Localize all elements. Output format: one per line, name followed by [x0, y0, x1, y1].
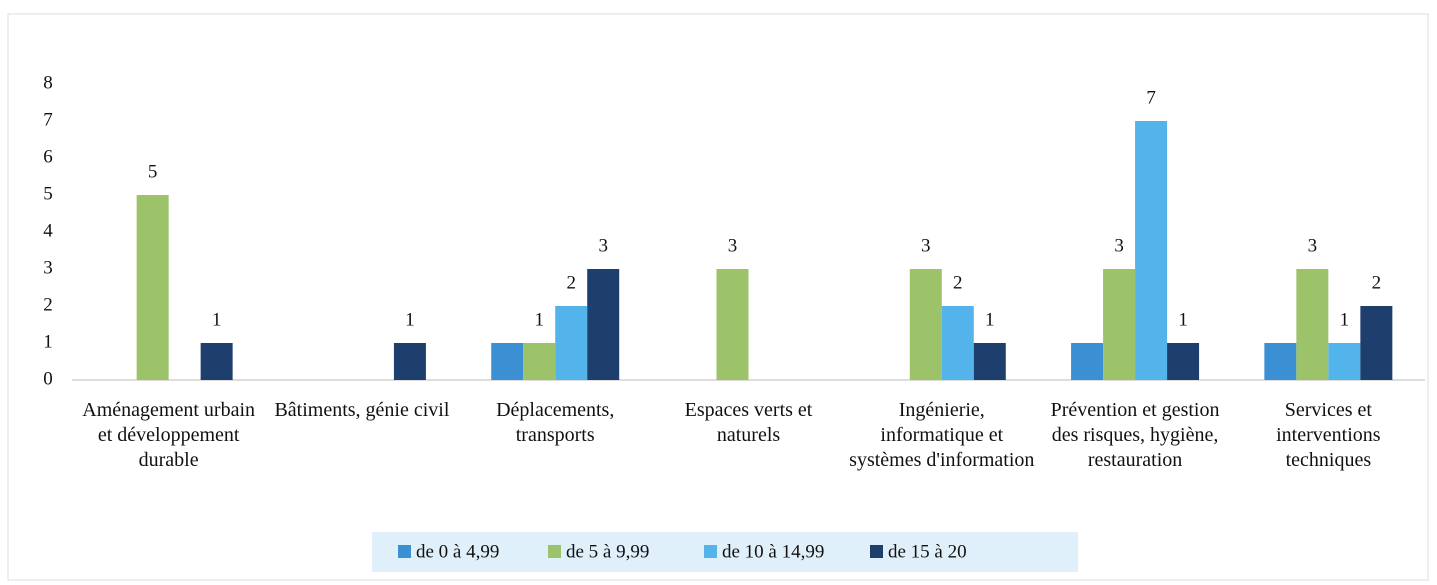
legend-swatch [548, 545, 561, 558]
y-tick-label: 7 [43, 109, 53, 130]
y-tick-label: 0 [43, 368, 53, 389]
bar [716, 269, 749, 380]
y-tick-label: 4 [43, 220, 53, 241]
legend-swatch [870, 545, 883, 558]
x-tick-label: Ingénierie, informatique et systèmes d'i… [849, 399, 1035, 471]
data-label: 2 [566, 272, 576, 293]
x-tick-label: Espaces verts et naturels [684, 399, 813, 446]
data-label: 3 [921, 235, 931, 256]
data-label: 3 [1308, 235, 1318, 256]
legend-label: de 10 à 14,99 [722, 541, 824, 562]
bar [587, 269, 620, 380]
data-label: 2 [953, 272, 963, 293]
bar [909, 269, 942, 380]
legend-swatch [398, 545, 411, 558]
legend-label: de 5 à 9,99 [566, 541, 649, 562]
y-tick-label: 1 [43, 331, 53, 352]
legend-box [372, 532, 1078, 572]
y-tick-label: 3 [43, 257, 53, 278]
data-label: 5 [148, 161, 158, 182]
bar [200, 343, 233, 380]
bar [393, 343, 426, 380]
y-tick-label: 5 [43, 183, 53, 204]
x-tick-label: Déplacements, transports [496, 399, 615, 446]
legend-label: de 0 à 4,99 [416, 541, 499, 562]
data-label: 1 [534, 309, 544, 330]
x-tick-label: Bâtiments, génie civil [274, 399, 450, 421]
y-tick-label: 6 [43, 146, 53, 167]
bar [1328, 343, 1361, 380]
data-label: 3 [728, 235, 738, 256]
bar [1135, 121, 1168, 380]
bar [1360, 306, 1393, 380]
data-label: 3 [598, 235, 608, 256]
bar [523, 343, 556, 380]
data-label: 1 [1178, 309, 1188, 330]
x-tick-label: Services et interventions techniques [1276, 399, 1381, 471]
bar [136, 195, 169, 380]
legend-label: de 15 à 20 [888, 541, 967, 562]
data-label: 1 [212, 309, 222, 330]
data-label: 1 [1340, 309, 1350, 330]
y-tick-label: 2 [43, 294, 53, 315]
data-label: 1 [405, 309, 415, 330]
y-tick-label: 8 [43, 72, 53, 93]
data-label: 3 [1114, 235, 1124, 256]
x-tick-label: Prévention et gestion des risques, hygiè… [1050, 399, 1220, 471]
bar [491, 343, 524, 380]
x-tick-label: Aménagement urbain et développement dura… [82, 399, 255, 471]
bar [1167, 343, 1200, 380]
bar [555, 306, 588, 380]
data-label: 1 [985, 309, 995, 330]
bar [973, 343, 1006, 380]
data-label: 7 [1146, 87, 1156, 108]
bar [1264, 343, 1297, 380]
bar [1296, 269, 1329, 380]
data-label: 2 [1372, 272, 1382, 293]
chart-border [7, 13, 1429, 581]
bar [1071, 343, 1104, 380]
bar [1103, 269, 1136, 380]
bar [941, 306, 974, 380]
legend-swatch [704, 545, 717, 558]
